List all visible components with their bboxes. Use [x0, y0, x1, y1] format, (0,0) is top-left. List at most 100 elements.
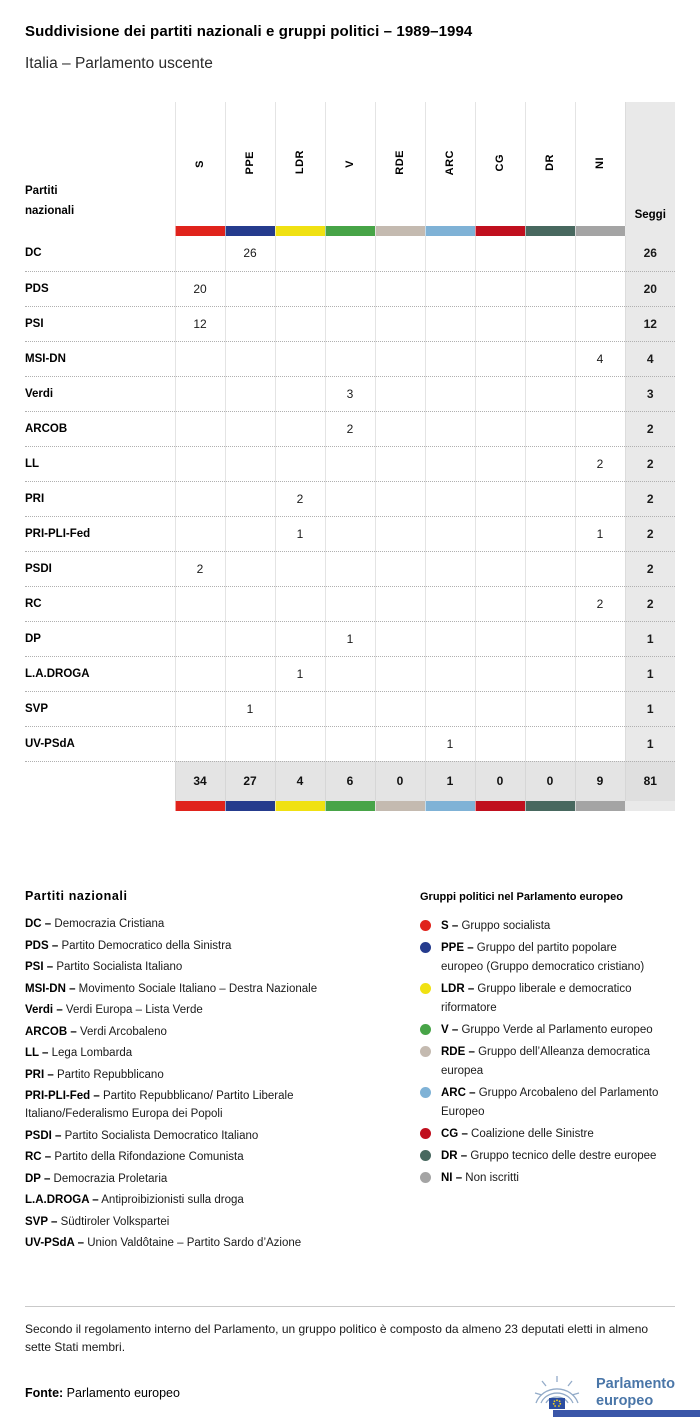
- cell-psdi-ldr: [274, 551, 325, 587]
- party-row-pri-pli-fed: PRI-PLI-Fed 1 1 2: [25, 516, 675, 552]
- cell-arcob-dr: [524, 411, 575, 447]
- cell-arcob-ldr: [274, 411, 325, 447]
- group-legend-item: PPE – Gruppo del partito popolare europe…: [420, 939, 675, 977]
- party-legend-item: UV-PSdA – Union Valdôtaine – Partito Sar…: [25, 1237, 302, 1249]
- cell-psdi-cg: [474, 551, 525, 587]
- cell-pri-pli-fed-v: [324, 516, 375, 552]
- cell-pri-rde: [374, 481, 425, 517]
- group-column-label: DR: [544, 154, 556, 171]
- seats-value: 2: [624, 481, 675, 517]
- color-bar-ni: [574, 226, 625, 236]
- group-legend-text: ARC – Gruppo Arcobaleno del Parlamento E…: [441, 1087, 659, 1118]
- cell-pds-s: 20: [174, 271, 225, 307]
- cell-rc-s: [174, 586, 225, 622]
- cell-pri-pli-fed-dr: [524, 516, 575, 552]
- source-value: Parlamento europeo: [66, 1385, 180, 1400]
- party-row-l.a.droga: L.A.DROGA 1 1: [25, 656, 675, 692]
- cell-psi-rde: [374, 306, 425, 342]
- cell-svp-arc: [424, 691, 475, 727]
- group-column-label: ARC: [444, 149, 456, 176]
- group-legend-item: ARC – Gruppo Arcobaleno del Parlamento E…: [420, 1084, 675, 1122]
- group-column-label: LDR: [294, 150, 306, 175]
- cell-msi-dn-ldr: [274, 341, 325, 377]
- cell-dp-ni: [574, 621, 625, 657]
- bar-row-seats-cell: [625, 801, 675, 811]
- party-row-msi-dn: MSI-DN 4 4: [25, 341, 675, 377]
- cell-rc-ni: 2: [574, 586, 625, 622]
- party-row-dc: DC 26 26: [25, 236, 675, 272]
- cell-arcob-ppe: [224, 411, 275, 447]
- group-column-label: CG: [494, 153, 506, 172]
- cell-dc-s: [174, 236, 225, 272]
- total-ni: 9: [574, 761, 625, 801]
- cell-dp-dr: [524, 621, 575, 657]
- cell-psi-ppe: [224, 306, 275, 342]
- cell-arcob-s: [174, 411, 225, 447]
- party-name: PDS: [25, 271, 175, 307]
- cell-ll-s: [174, 446, 225, 482]
- table-head: Partiti nazionali S PPE LDR V RDE ARC CG DR NI S…: [25, 102, 675, 236]
- cell-svp-v: [324, 691, 375, 727]
- cell-dp-arc: [424, 621, 475, 657]
- cell-svp-ppe: 1: [224, 691, 275, 727]
- cell-uv-psda-v: [324, 726, 375, 762]
- color-bar-v: [324, 226, 375, 236]
- party-name: RC: [25, 586, 175, 622]
- group-legend: Gruppi politici nel Parlamento europeo S…: [420, 888, 675, 1256]
- cell-l.a.droga-ldr: 1: [274, 656, 325, 692]
- party-legend-item: PRI-PLI-Fed – Partito Repubblicano/ Part…: [25, 1090, 294, 1120]
- cell-pri-dr: [524, 481, 575, 517]
- color-bar-cg: [474, 801, 525, 811]
- legends: Partiti nazionali DC – Democrazia Cristi…: [25, 888, 675, 1256]
- seats-value: 2: [624, 586, 675, 622]
- party-name: DC: [25, 236, 175, 272]
- table-foot: 34 27 4 6 0 1 0 0 9 81: [25, 761, 675, 811]
- cell-arcob-arc: [424, 411, 475, 447]
- group-column-label: NI: [594, 156, 606, 169]
- cell-arcob-rde: [374, 411, 425, 447]
- total-v: 6: [324, 761, 375, 801]
- party-legend-item: Verdi – Verdi Europa – Lista Verde: [25, 1004, 203, 1016]
- party-legend-item: PDS – Partito Democratico della Sinistra: [25, 939, 232, 952]
- cell-l.a.droga-ppe: [224, 656, 275, 692]
- group-column-header-arc: ARC: [424, 102, 475, 226]
- seats-value: 2: [624, 411, 675, 447]
- group-column-header-rde: RDE: [374, 102, 425, 226]
- seats-value: 1: [624, 726, 675, 762]
- group-column-header-dr: DR: [524, 102, 575, 226]
- seats-value: 2: [624, 516, 675, 552]
- party-legend-item: LL – Lega Lombarda: [25, 1047, 133, 1059]
- group-legend-text: RDE – Gruppo dell’Alleanza democratica e…: [441, 1046, 651, 1077]
- party-name: PRI-PLI-Fed: [25, 516, 175, 552]
- party-name: PSDI: [25, 551, 175, 587]
- group-legend-list: S – Gruppo socialista PPE – Gruppo del pa…: [420, 917, 675, 1188]
- cell-pds-ppe: [224, 271, 275, 307]
- cell-ll-arc: [424, 446, 475, 482]
- cell-verdi-s: [174, 376, 225, 412]
- cell-msi-dn-rde: [374, 341, 425, 377]
- cell-arcob-v: 2: [324, 411, 375, 447]
- party-row-verdi: Verdi 3 3: [25, 376, 675, 412]
- footer: Fonte: Parlamento europeo: [25, 1372, 675, 1414]
- cell-pds-rde: [374, 271, 425, 307]
- color-bar-ldr: [274, 801, 325, 811]
- cell-pri-cg: [474, 481, 525, 517]
- cell-uv-psda-ldr: [274, 726, 325, 762]
- cell-pds-arc: [424, 271, 475, 307]
- cell-dp-s: [174, 621, 225, 657]
- color-bar-s: [174, 801, 225, 811]
- cell-psdi-arc: [424, 551, 475, 587]
- group-legend-item: CG – Coalizione delle Sinistre: [420, 1125, 675, 1144]
- cell-rc-cg: [474, 586, 525, 622]
- group-column-header-v: V: [324, 102, 375, 226]
- group-color-dot: [420, 1024, 431, 1035]
- cell-uv-psda-rde: [374, 726, 425, 762]
- cell-l.a.droga-rde: [374, 656, 425, 692]
- group-color-dot: [420, 942, 431, 953]
- cell-dp-ppe: [224, 621, 275, 657]
- color-bar-ppe: [224, 226, 275, 236]
- group-column-header-s: S: [174, 102, 225, 226]
- color-bar-row-top: [25, 226, 675, 236]
- cell-pri-pli-fed-ni: 1: [574, 516, 625, 552]
- cell-pri-v: [324, 481, 375, 517]
